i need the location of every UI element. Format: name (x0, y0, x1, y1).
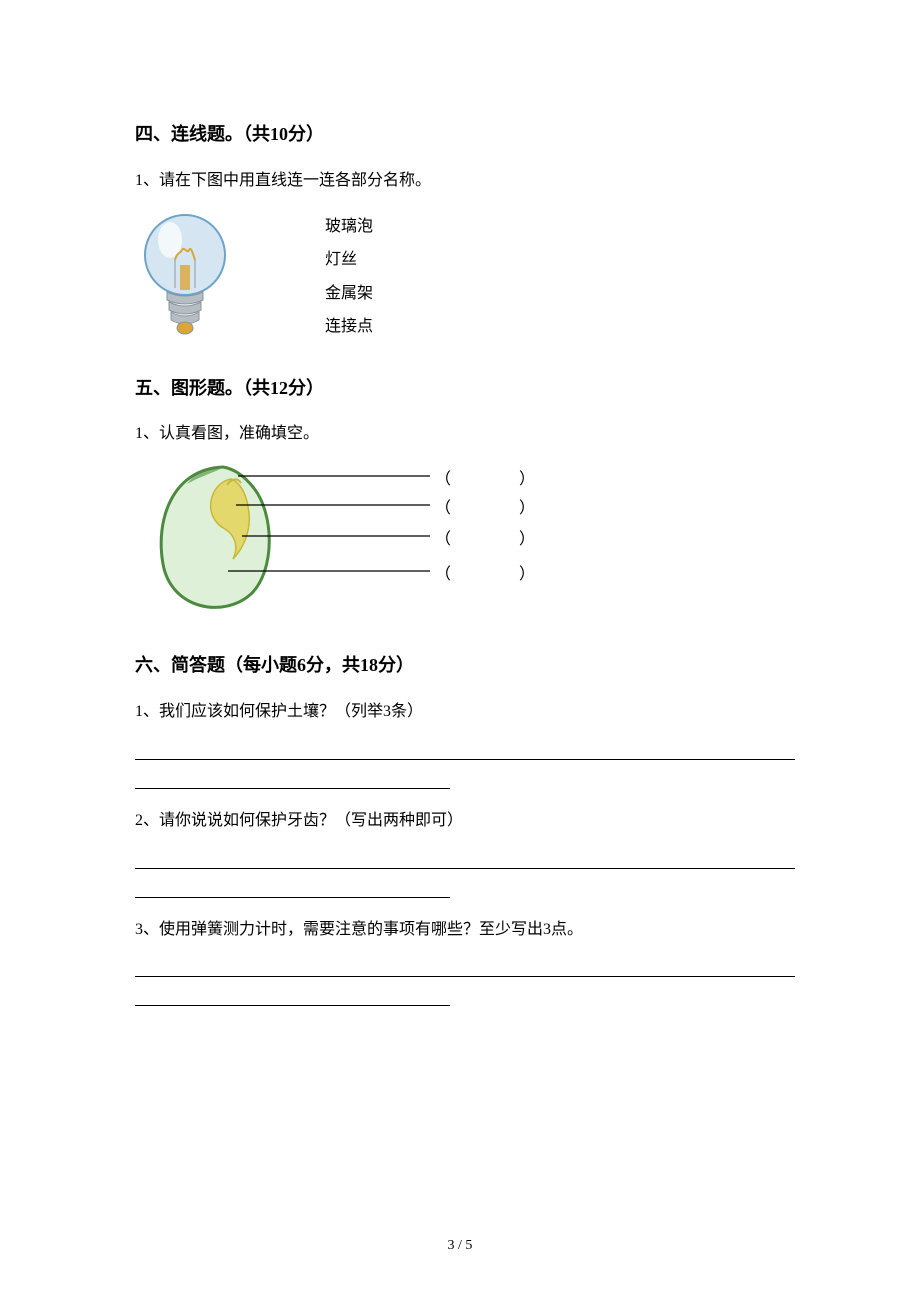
seed-leader-lines (198, 459, 458, 614)
section4-title: 四、连线题。（共10分） (135, 120, 795, 149)
answer-line-q3-2 (135, 987, 450, 1006)
section6-q2: 2、请你说说如何保护牙齿？（写出两种即可） (135, 807, 795, 836)
seed-blank-4: （ ） (435, 560, 535, 584)
seed-diagram-block: （ ） （ ） （ ） （ ） (153, 459, 713, 629)
answer-line-q2-2 (135, 879, 450, 898)
match-label-2: 灯丝 (325, 243, 373, 277)
paren-r: ） (519, 531, 535, 548)
paren-l: （ (435, 471, 451, 488)
answer-line-q3-1 (135, 958, 795, 977)
answer-line-q2-1 (135, 850, 795, 869)
paren-l: （ (435, 500, 451, 517)
answer-line-q1-2 (135, 770, 450, 789)
section5-title: 五、图形题。（共12分） (135, 374, 795, 403)
seed-blank-1: （ ） (435, 465, 535, 489)
seed-blank-3: （ ） (435, 525, 535, 549)
section4-q1: 1、请在下图中用直线连一连各部分名称。 (135, 167, 795, 196)
paren-r: ） (519, 471, 535, 488)
section5-q1: 1、认真看图，准确填空。 (135, 420, 795, 449)
paren-l: （ (435, 566, 451, 583)
seed-blank-2: （ ） (435, 494, 535, 518)
page: 四、连线题。（共10分） 1、请在下图中用直线连一连各部分名称。 (0, 0, 920, 1302)
match-labels: 玻璃泡 灯丝 金属架 连接点 (325, 210, 373, 344)
match-label-1: 玻璃泡 (325, 210, 373, 244)
matching-block: 玻璃泡 灯丝 金属架 连接点 (135, 206, 795, 350)
section6-title: 六、简答题（每小题6分，共18分） (135, 651, 795, 680)
match-label-3: 金属架 (325, 277, 373, 311)
page-footer: 3 / 5 (0, 1238, 920, 1254)
paren-r: ） (519, 566, 535, 583)
match-label-4: 连接点 (325, 310, 373, 344)
answer-line-q1-1 (135, 741, 795, 760)
paren-r: ） (519, 500, 535, 517)
section6-q1: 1、我们应该如何保护土壤？（列举3条） (135, 698, 795, 727)
paren-l: （ (435, 531, 451, 548)
section6-q3: 3、使用弹簧测力计时，需要注意的事项有哪些？至少写出3点。 (135, 916, 795, 945)
content: 四、连线题。（共10分） 1、请在下图中用直线连一连各部分名称。 (135, 120, 795, 1024)
lightbulb-diagram (135, 210, 235, 350)
